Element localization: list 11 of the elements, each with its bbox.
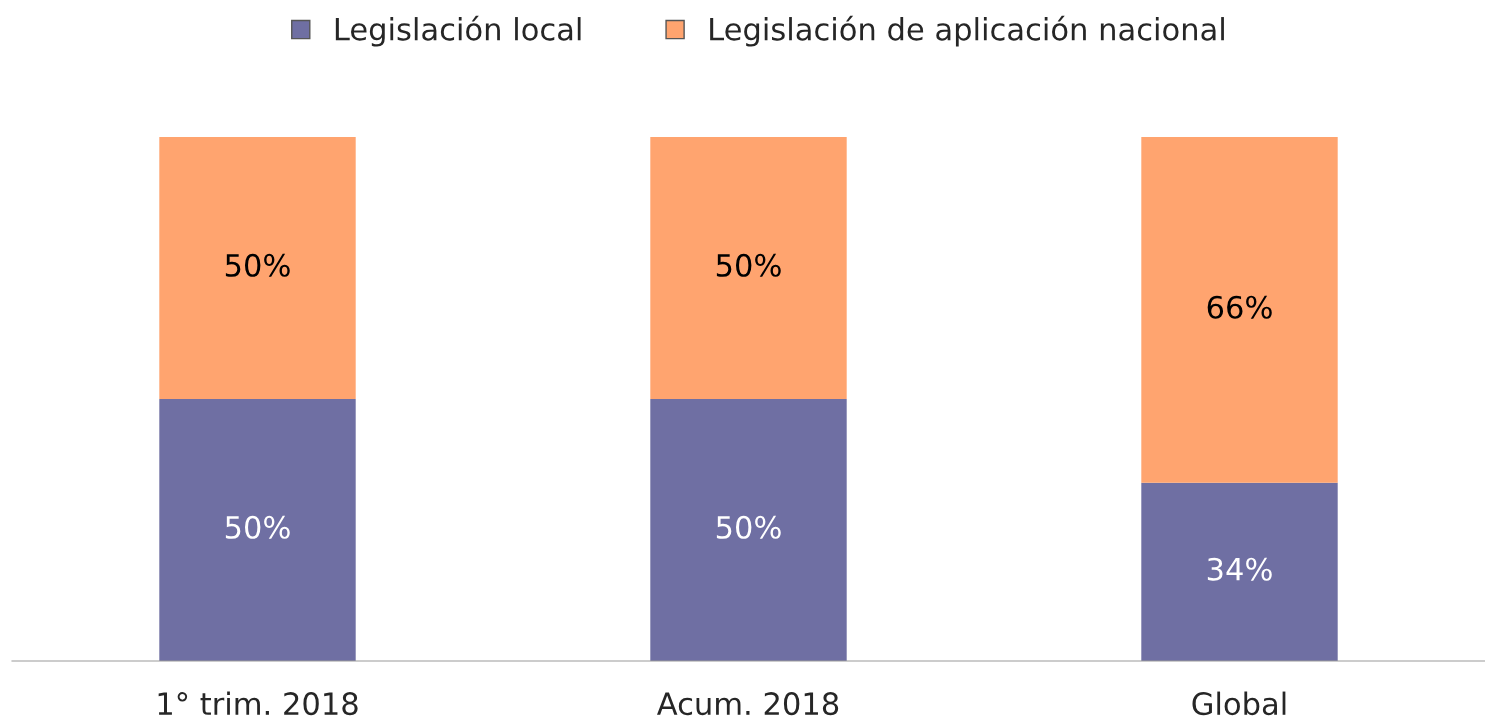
data-label: 66% [1207,295,1272,319]
x-tick-label: Acum. 2018 [657,692,839,716]
legend-label: Legislación local [335,15,581,47]
data-label: 34% [1207,557,1272,581]
data-label: 50% [225,515,290,539]
x-tick-label: 1° trim. 2018 [158,691,358,716]
legend-label: Legislación de aplicación nacional [710,15,1224,47]
data-label: 50% [716,515,781,539]
data-label: 50% [716,253,781,277]
x-tick-label: Global [1192,691,1286,716]
data-label: 50% [225,253,290,277]
